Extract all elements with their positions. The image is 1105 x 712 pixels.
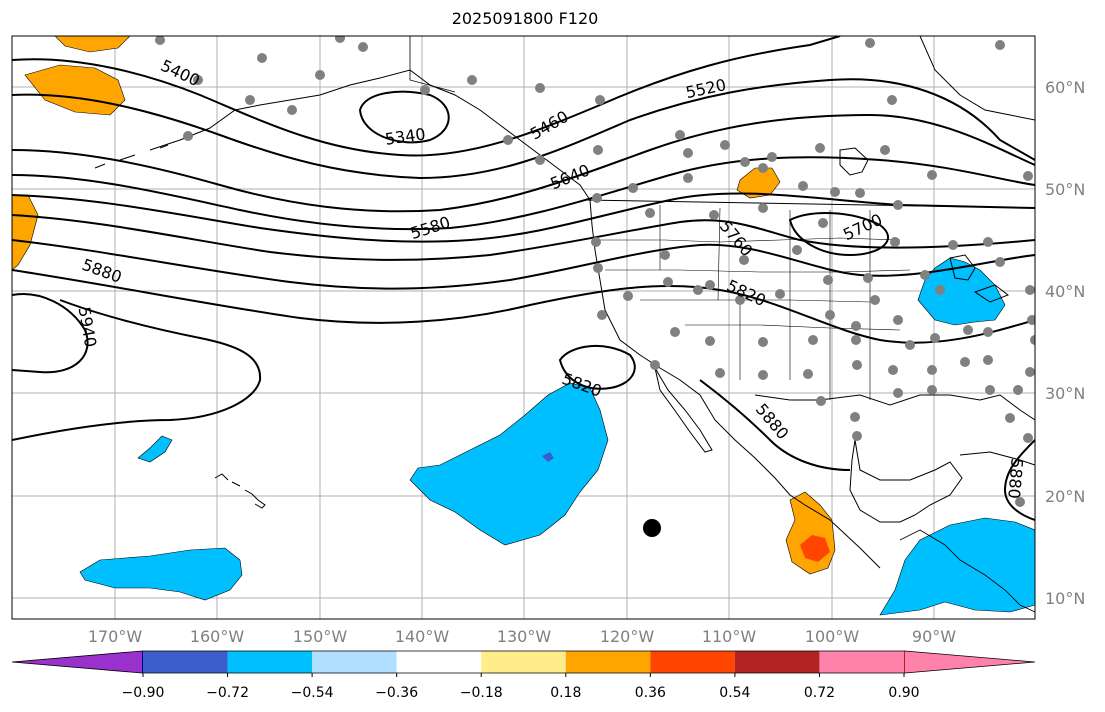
colorbar-tick-label: 0.18 (550, 685, 581, 701)
colorbar-segment (819, 651, 904, 673)
lat-label-30n: 30°N (1045, 384, 1085, 403)
lon-label-130w: 130°W (497, 627, 552, 646)
longitude-labels: 170°W 160°W 150°W 140°W 130°W 120°W 110°… (88, 627, 956, 646)
colorbar-tick-label: −0.36 (375, 685, 418, 701)
latitude-labels: 60°N 50°N 40°N 30°N 20°N 10°N (1045, 78, 1085, 608)
lat-label-60n: 60°N (1045, 78, 1085, 97)
lon-label-160w: 160°W (190, 627, 245, 646)
colorbar-extend-low (12, 651, 142, 673)
gridlines (12, 36, 1035, 619)
height-contours (12, 36, 1035, 521)
colorbar-segment (904, 651, 905, 673)
colorbar-tick-label: 0.72 (804, 685, 835, 701)
colorbar-segment (396, 651, 482, 673)
colorbar: −0.90 −0.72 −0.54 −0.36 −0.18 0.18 0.36 0.54 0.7… (11, 650, 1036, 701)
colorbar-segment (650, 651, 735, 673)
colorbar-outline (11, 650, 1036, 674)
lon-label-150w: 150°W (293, 627, 348, 646)
negative-anomaly-area (79, 547, 243, 601)
colorbar-tick-label: −0.72 (206, 685, 249, 701)
colorbar-segment (481, 651, 566, 673)
colorbar-segment (312, 651, 397, 673)
map-title: 2025091800 F120 (451, 9, 599, 28)
strong-positive-anomaly (800, 535, 830, 562)
colorbar-tick-label: 0.90 (888, 685, 919, 701)
anomaly-shading (12, 36, 1035, 616)
colorbar-tick-label: −0.54 (291, 685, 334, 701)
lat-label-40n: 40°N (1045, 282, 1085, 301)
colorbar-segment (565, 651, 651, 673)
colorbar-segment (734, 651, 820, 673)
lon-label-100w: 100°W (805, 627, 860, 646)
positive-anomaly-area (54, 36, 131, 53)
lat-label-20n: 20°N (1045, 487, 1085, 506)
colorbar-tick-label: 0.36 (635, 685, 666, 701)
colorbar-tick-label: 0.54 (719, 685, 750, 701)
negative-anomaly-area (409, 382, 609, 546)
lon-label-170w: 170°W (88, 627, 143, 646)
positive-anomaly-area (736, 167, 781, 199)
storm-center-marker (643, 519, 661, 537)
negative-anomaly-area (879, 517, 1035, 616)
colorbar-tick-label: −0.18 (460, 685, 503, 701)
lat-label-50n: 50°N (1045, 180, 1085, 199)
colorbar-tick-label: −0.90 (122, 685, 165, 701)
contour-label: 5880 (1004, 457, 1026, 499)
lon-label-90w: 90°W (912, 627, 956, 646)
lat-label-10n: 10°N (1045, 589, 1085, 608)
colorbar-segment (142, 651, 143, 673)
lon-label-140w: 140°W (395, 627, 450, 646)
strong-negative-spot (542, 452, 554, 462)
map-frame (11, 35, 1036, 620)
lon-label-120w: 120°W (600, 627, 655, 646)
station-markers (155, 36, 1035, 507)
colorbar-segment (227, 651, 313, 673)
colorbar-extend-high (905, 651, 1035, 673)
negative-anomaly-area (137, 435, 173, 463)
lon-label-110w: 110°W (702, 627, 757, 646)
colorbar-segment (143, 651, 228, 673)
